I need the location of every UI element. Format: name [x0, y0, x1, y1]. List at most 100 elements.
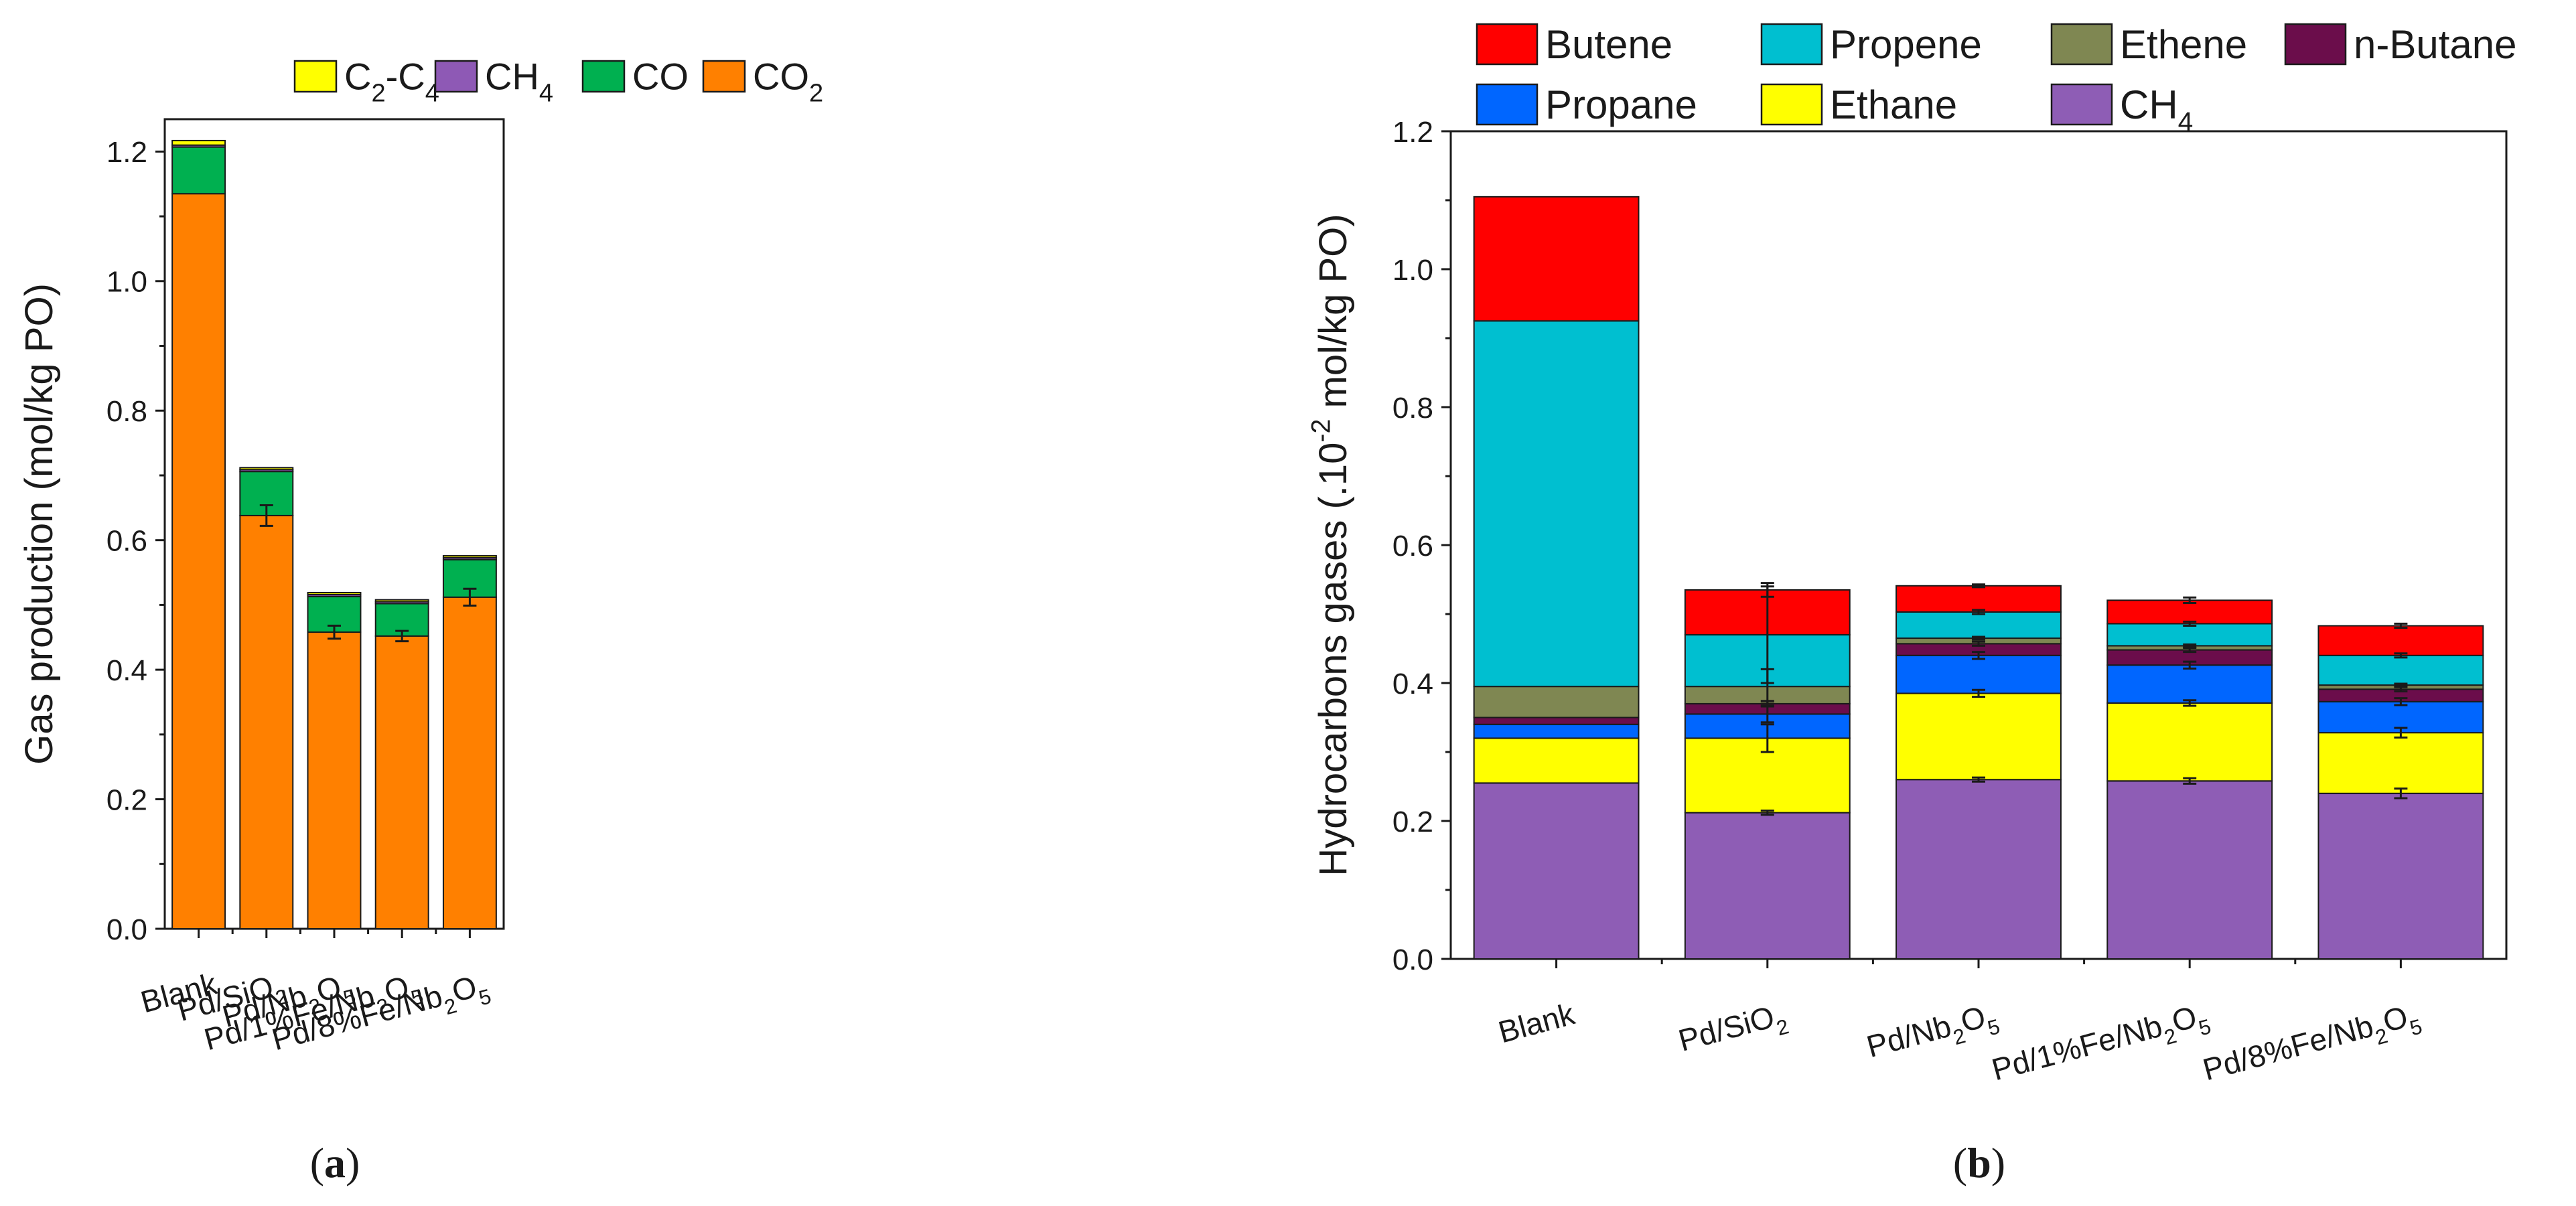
legend-label-ethene: Ethene [2120, 22, 2247, 67]
bar-co2-pd-sio2 [239, 514, 294, 929]
panel-label: (a) [310, 1139, 360, 1187]
bar-ch4-pd-8fe-nb2o5 [2317, 792, 2484, 960]
legend-label-n-butane: n-Butane [2354, 22, 2517, 67]
legend-label-ethene-part-0: Ethene [2120, 22, 2247, 67]
error-bar-co2-pd-sio2 [259, 504, 273, 527]
legend-label-co2: CO2 [753, 56, 823, 108]
chart-panel-b: 0.0 0.2 0.4 0.6 0.8 1.0 1.2 Hydrocarbons gases … [1307, 22, 2517, 1187]
error-bar-propene-pd-1fe-nb2o5 [2183, 620, 2197, 627]
error-bar-n-butane-pd-nb2o5 [1972, 640, 1985, 647]
bar-co-blank [171, 146, 226, 195]
legend-item-butene: Butene [1476, 22, 1672, 67]
bar-co2-pd-nb2o5 [307, 631, 362, 929]
legend: C2-C4 CH4 CO CO2 [293, 56, 823, 108]
bar-c2c4-blank [171, 139, 226, 146]
error-bar-propene-pd-nb2o5 [1972, 609, 1985, 615]
legend-item-propene: Propene [1760, 22, 1982, 67]
panel-label-close: ) [1991, 1139, 2005, 1187]
legend-swatch-co2 [702, 60, 746, 93]
panel-label-letter: a [324, 1139, 346, 1187]
bar-co2-pd-8fe-nb2o5 [442, 596, 497, 929]
legend-label-propene-part-0: Propene [1830, 22, 1982, 67]
y-tick-label: 0.8 [1392, 392, 1433, 425]
y-axis-label-part-0: Hydrocarbons gases (.10 [1311, 443, 1355, 877]
legend-swatch-propane [1476, 83, 1539, 126]
bar-butene-pd-8fe-nb2o5 [2317, 625, 2484, 656]
legend-label-ch4-part-1: 4 [539, 80, 553, 108]
y-tick-label: 0.2 [1392, 806, 1433, 838]
error-bar-ch4-pd-nb2o5 [1972, 776, 1985, 783]
bar-propane-blank [1473, 723, 1640, 739]
legend-label-c2c4-part-2: -C [386, 56, 425, 98]
y-axis-label-part-2: mol/kg PO) [1311, 214, 1355, 419]
y-axis-label-part-1: -2 [1307, 419, 1336, 443]
legend-swatch-propene [1760, 23, 1823, 66]
legend-swatch-ch4 [2050, 83, 2113, 126]
bar-propane-pd-nb2o5 [1895, 654, 2062, 694]
error-bar-butene-pd-1fe-nb2o5 [2183, 596, 2197, 605]
panel-label-open: ( [310, 1139, 324, 1187]
legend-swatch-co [581, 60, 626, 93]
legend-label-ethane-part-0: Ethane [1830, 82, 1957, 127]
error-bar-ch4-pd-8fe-nb2o5 [2394, 787, 2408, 800]
y-tick-label: 0.2 [106, 783, 147, 816]
bar-propene-blank [1473, 320, 1640, 688]
y-tick-label: 0.8 [106, 395, 147, 428]
error-bar-ethene-pd-8fe-nb2o5 [2394, 682, 2408, 688]
error-bar-propene-pd-8fe-nb2o5 [2394, 652, 2408, 659]
error-bar-co2-pd-8fe-nb2o5 [463, 587, 477, 607]
bar-ethane-pd-nb2o5 [1895, 692, 2062, 781]
y-tick-label: 1.0 [1392, 254, 1433, 287]
legend-item-co: CO [581, 56, 689, 98]
error-bar-ethane-pd-nb2o5 [1972, 688, 1985, 698]
legend-label-co2-part-0: CO [753, 56, 809, 98]
error-bar-butene-pd-sio2 [1760, 582, 1774, 598]
legend-swatch-n-butane [2284, 23, 2347, 66]
y-tick-label: 0.4 [1392, 668, 1433, 700]
bar-co2-pd-1fe-nb2o5 [374, 635, 429, 930]
legend-label-butene: Butene [1545, 22, 1672, 67]
legend-swatch-ethane [1760, 83, 1823, 126]
error-bar-ethane-pd-1fe-nb2o5 [2183, 699, 2197, 707]
legend-label-n-butane-part-0: n-Butane [2354, 22, 2517, 67]
error-bar-co2-pd-nb2o5 [328, 624, 341, 640]
panel-label-open: ( [1953, 1139, 1967, 1187]
legend-item-ch4: CH4 [2050, 82, 2193, 137]
panel-label-letter: b [1967, 1139, 1991, 1187]
legend-item-ethene: Ethene [2050, 22, 2247, 67]
error-bar-ethene-pd-nb2o5 [1972, 635, 1985, 641]
bar-c2c4-pd-sio2 [239, 467, 294, 471]
chart-panel-a: 0.0 0.2 0.4 0.6 0.8 1.0 1.2 Gas production (mol… [17, 56, 823, 1187]
legend-item-ethane: Ethane [1760, 82, 1957, 127]
legend-label-butene-part-0: Butene [1545, 22, 1672, 67]
legend-swatch-ethene [2050, 23, 2113, 66]
y-tick-label: 0.6 [106, 525, 147, 558]
bar-c2c4-pd-8fe-nb2o5 [442, 554, 497, 558]
bar-ch4-pd-nb2o5 [1895, 779, 2062, 960]
y-tick-label: 0.0 [1392, 944, 1433, 976]
legend-label-ch4: CH4 [2120, 82, 2193, 137]
error-bar-propane-pd-8fe-nb2o5 [2394, 697, 2408, 706]
y-tick-label: 1.2 [106, 136, 147, 169]
panel-label-close: ) [346, 1139, 360, 1187]
legend-label-co-part-0: CO [632, 56, 689, 98]
bar-propene-pd-1fe-nb2o5 [2106, 623, 2273, 647]
legend-item-c2c4: C2-C4 [293, 56, 439, 108]
error-bar-propane-pd-nb2o5 [1972, 651, 1985, 660]
legend-label-ch4: CH4 [485, 56, 553, 108]
bar-propane-pd-1fe-nb2o5 [2106, 664, 2273, 704]
bar-c2c4-pd-1fe-nb2o5 [374, 599, 429, 603]
error-bar-ch4-pd-1fe-nb2o5 [2183, 777, 2197, 785]
legend-item-propane: Propane [1476, 82, 1697, 127]
legend-label-propane-part-0: Propane [1545, 82, 1697, 127]
legend-swatch-ch4 [434, 60, 478, 93]
legend-item-co2: CO2 [702, 56, 823, 108]
error-bar-ch4-pd-sio2 [1760, 810, 1774, 816]
bar-ethane-pd-8fe-nb2o5 [2317, 732, 2484, 794]
bar-ch4-pd-sio2 [1684, 812, 1851, 960]
y-tick-label: 1.0 [106, 266, 147, 299]
legend-item-ch4: CH4 [434, 56, 553, 108]
legend-label-co2-part-1: 2 [809, 80, 823, 108]
y-axis-label: Gas production (mol/kg PO) [17, 283, 61, 765]
